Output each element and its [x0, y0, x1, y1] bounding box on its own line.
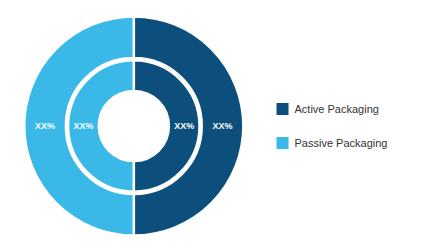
chart: XX% XX% XX% XX% Active Packaging Passive Pack…: [0, 0, 446, 252]
legend: Active Packaging Passive Packaging: [277, 103, 388, 149]
legend-label: Active Packaging: [295, 103, 379, 115]
donut-slice: [134, 16, 244, 235]
legend-swatch: [277, 103, 289, 115]
annotation: XX%: [73, 121, 93, 131]
donut: [24, 16, 243, 235]
annotations: XX% XX% XX% XX%: [35, 121, 233, 131]
inner-ring: [68, 60, 199, 191]
annotation: XX%: [213, 121, 233, 131]
annotation: XX%: [35, 121, 55, 131]
donut-slice: [24, 16, 134, 235]
legend-label: Passive Packaging: [295, 137, 388, 149]
annotation: XX%: [174, 121, 194, 131]
donut-slice: [134, 60, 200, 191]
legend-swatch: [277, 137, 289, 149]
outer-ring: [24, 16, 243, 235]
donut-slice: [68, 60, 134, 191]
